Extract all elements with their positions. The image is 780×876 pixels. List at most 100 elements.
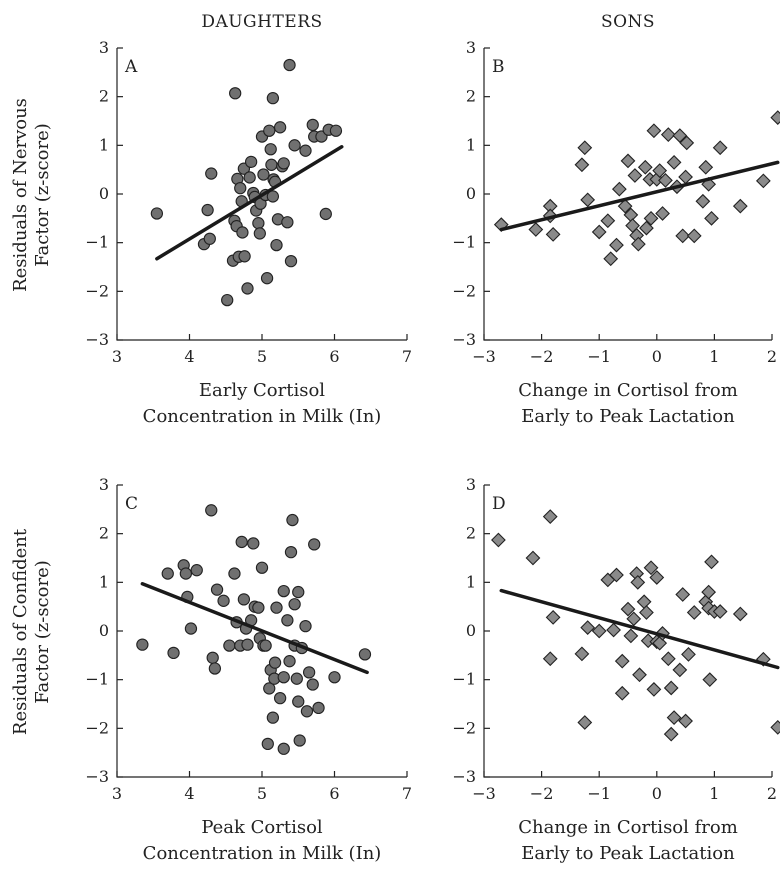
x-tick-label: 5 <box>257 784 267 803</box>
data-point <box>712 604 728 619</box>
y-tick-label: −1 <box>452 670 476 689</box>
data-point <box>630 236 646 252</box>
data-point <box>577 715 593 730</box>
x-axis-label-a: Concentration in Milk (In) <box>143 406 382 427</box>
data-point <box>617 198 633 214</box>
data-point <box>658 172 673 188</box>
data-point <box>577 140 593 156</box>
data-point <box>208 662 222 675</box>
x-axis-label-c: Peak Cortisol <box>201 817 323 838</box>
x-axis-label-c: Concentration in Milk (In) <box>143 843 382 864</box>
data-point <box>217 594 230 607</box>
y-tick-label: 0 <box>99 184 109 203</box>
x-tick-label: −2 <box>530 347 554 366</box>
regression-line <box>155 145 344 261</box>
x-axis-label-d: Early to Peak Lactation <box>521 843 735 864</box>
data-point <box>580 192 596 208</box>
data-point <box>201 203 214 217</box>
row-2-ylabel-line-2: Factor (z-score) <box>32 560 53 704</box>
data-point <box>358 648 372 661</box>
data-point <box>210 583 224 596</box>
x-tick-label: 0 <box>652 347 662 366</box>
data-point <box>241 638 254 651</box>
data-point <box>574 646 590 662</box>
data-point <box>306 678 319 691</box>
data-point <box>623 628 639 644</box>
data-point <box>639 605 654 620</box>
data-point <box>675 228 691 244</box>
y-tick-label: −1 <box>85 233 109 252</box>
regression-line <box>499 588 780 670</box>
panel-label-b: B <box>492 57 505 77</box>
data-point <box>292 585 305 599</box>
data-point <box>698 159 714 175</box>
y-tick-label: −2 <box>85 718 109 737</box>
data-point <box>681 646 696 662</box>
data-point <box>238 250 251 263</box>
data-point <box>184 622 198 635</box>
x-tick-label: 4 <box>184 347 194 366</box>
x-tick-label: −1 <box>587 347 611 366</box>
column-title-sons: SONS <box>601 12 655 32</box>
data-point <box>686 228 702 244</box>
data-point <box>630 574 646 590</box>
data-point <box>649 570 665 585</box>
panel-d: 3 2 1 0 −1 −2 −3−3 −2 −1 0 1 2 Change in Cortisol fr… <box>452 475 780 864</box>
data-point <box>288 139 301 152</box>
data-point <box>663 680 679 696</box>
data-point <box>273 692 287 705</box>
data-point <box>637 159 653 175</box>
regression-line <box>140 582 369 675</box>
x-tick-label: 6 <box>329 784 339 803</box>
y-tick-label: 2 <box>99 524 109 543</box>
x-axis-label-a: Early Cortisol <box>199 380 325 401</box>
data-point <box>203 232 216 245</box>
y-tick-label: 3 <box>466 475 476 494</box>
data-point <box>283 655 296 668</box>
x-tick-label: 0 <box>652 784 662 803</box>
y-tick-label: 0 <box>466 621 476 640</box>
data-point <box>229 87 242 100</box>
data-point <box>237 593 251 606</box>
data-point <box>646 682 662 697</box>
data-point <box>261 737 274 751</box>
data-point <box>283 58 296 72</box>
data-point <box>241 282 254 295</box>
data-point <box>660 127 676 143</box>
data-point <box>270 601 283 614</box>
data-point <box>600 213 616 229</box>
data-point <box>672 128 688 143</box>
data-point <box>150 207 164 220</box>
data-point <box>712 140 728 156</box>
data-point <box>179 567 193 580</box>
panel-label-c: C <box>125 494 138 514</box>
y-tick-label: 3 <box>99 475 109 494</box>
data-point <box>277 671 290 684</box>
data-point <box>732 606 748 622</box>
data-point <box>591 224 607 240</box>
panel-label-a: A <box>124 57 138 77</box>
data-point <box>666 154 682 170</box>
x-axis-label-b: Early to Peak Lactation <box>521 406 735 427</box>
data-point <box>609 237 624 253</box>
data-point <box>293 734 306 747</box>
data-point <box>701 176 717 192</box>
x-axis-label-b: Change in Cortisol from <box>518 380 738 401</box>
data-point <box>260 272 274 285</box>
axes-b <box>483 48 772 341</box>
data-point <box>266 91 280 105</box>
data-point <box>704 554 719 570</box>
data-point <box>284 255 298 268</box>
data-point <box>545 609 561 625</box>
row-1-ylabel: Residuals of Nervous Factor (z-score) <box>10 98 53 292</box>
y-tick-label: 1 <box>466 135 476 154</box>
data-point <box>620 153 636 169</box>
x-tick-label: 2 <box>767 784 777 803</box>
x-tick-label: 5 <box>257 347 267 366</box>
panel-b: 3 2 1 0 −1 −2 −3−3 −2 −1 0 1 2 Change in Cortisol fr… <box>452 38 780 427</box>
data-point <box>286 513 299 527</box>
data-point <box>678 169 693 185</box>
data-point <box>655 206 670 221</box>
data-point <box>290 672 303 685</box>
